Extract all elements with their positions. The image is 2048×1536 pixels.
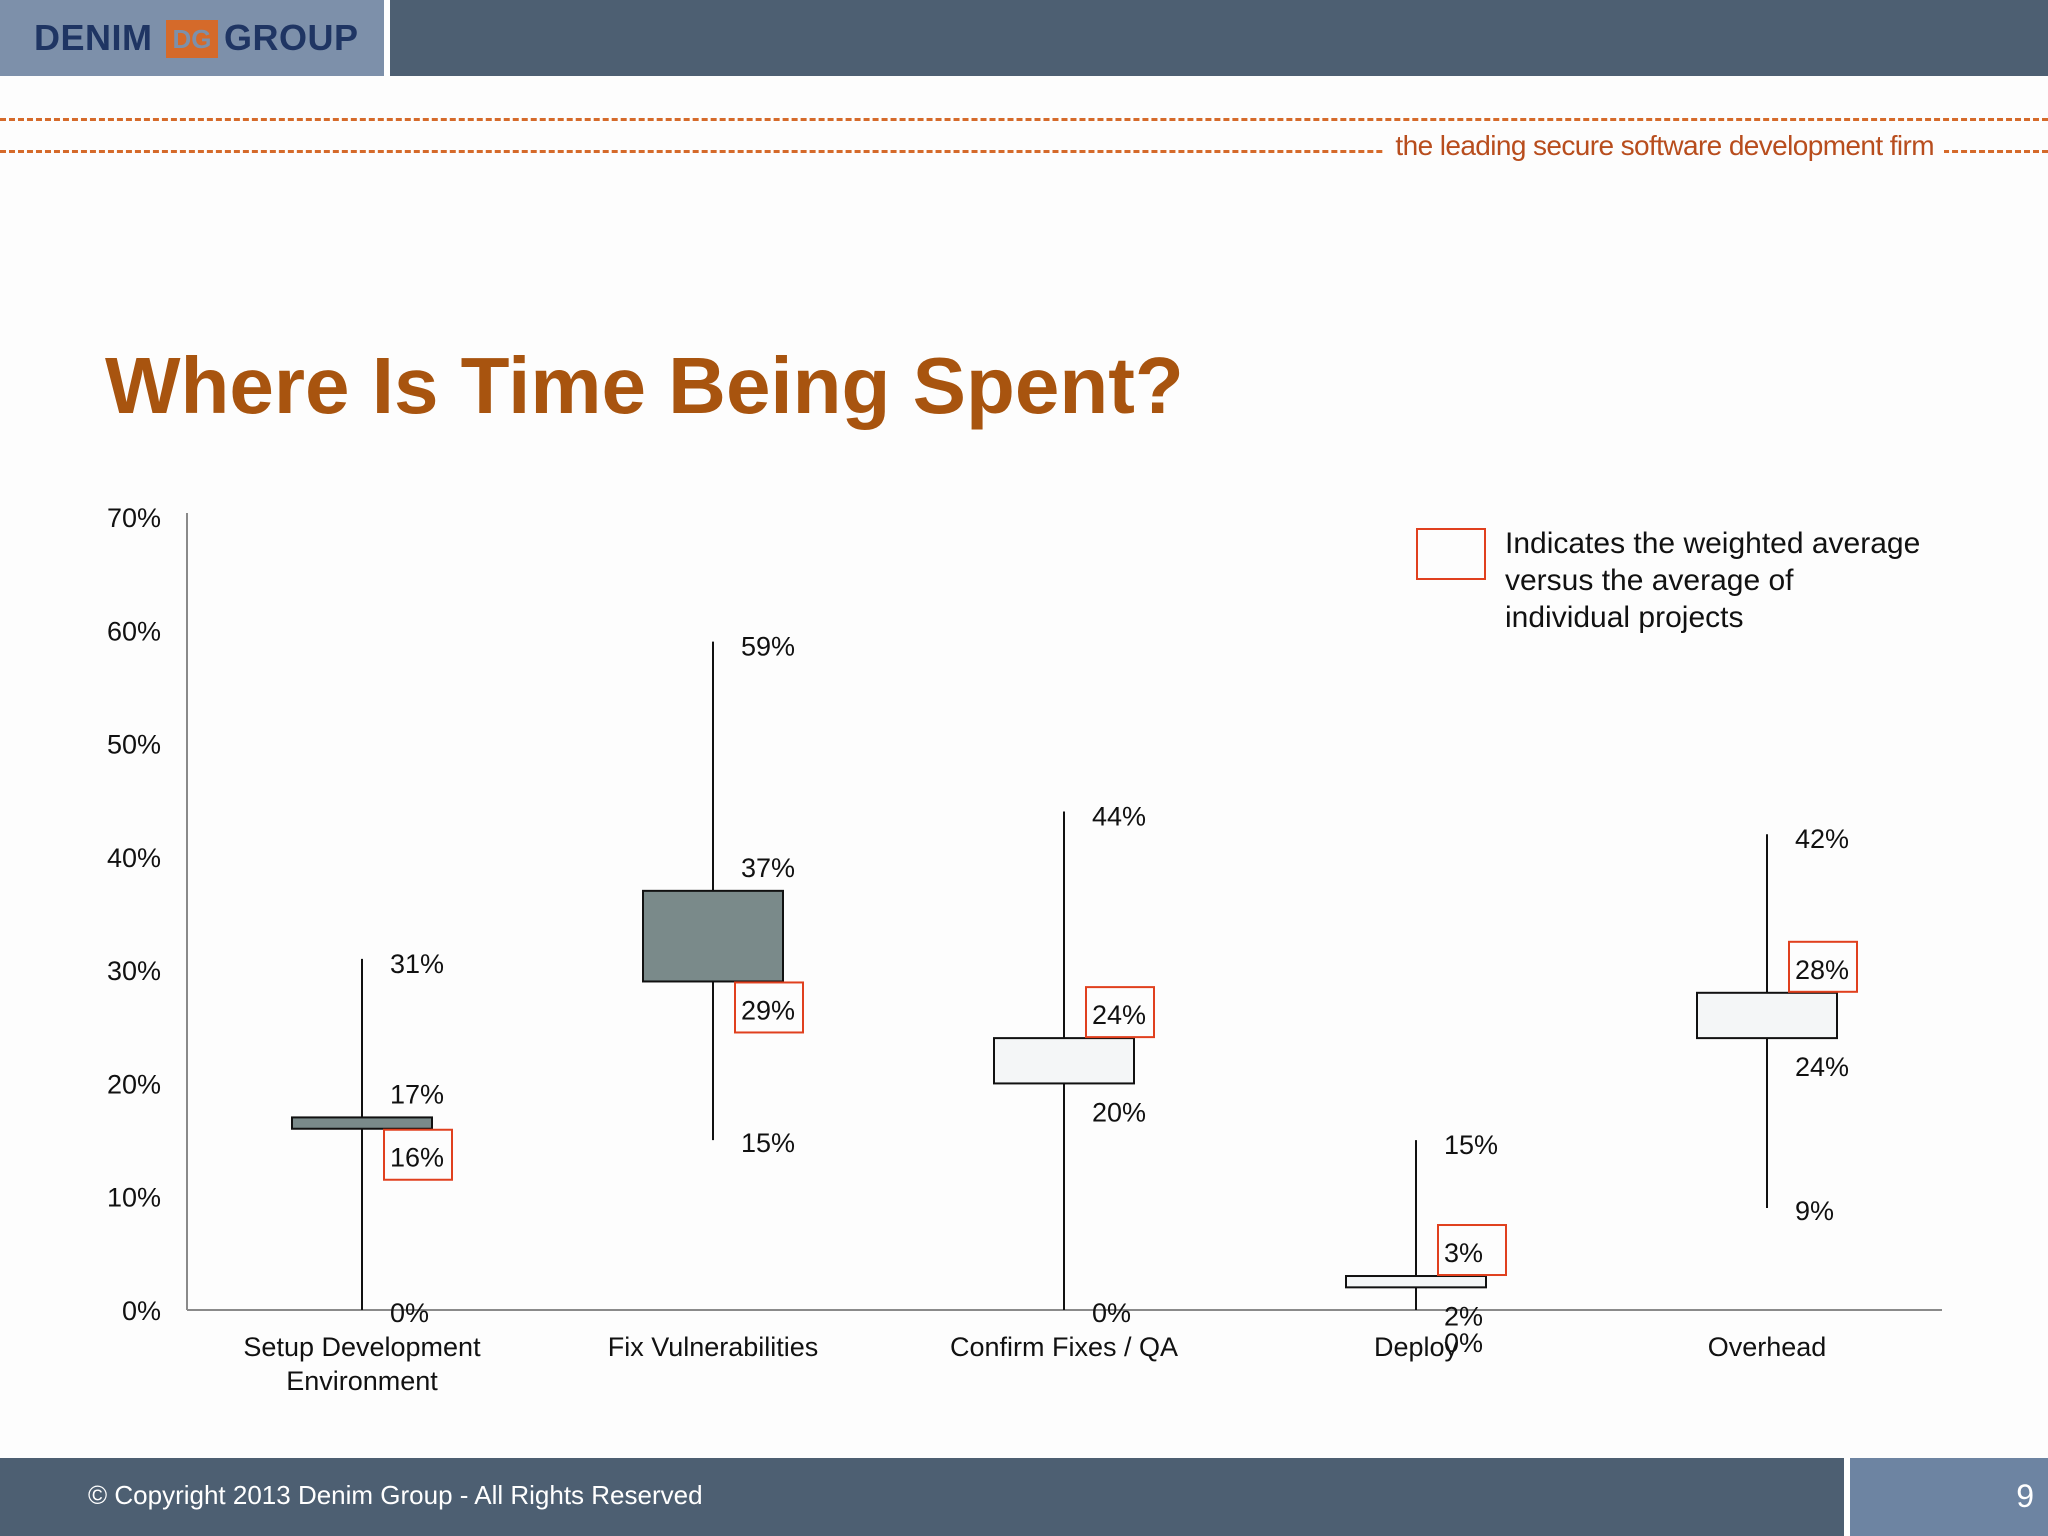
data-label-box-bottom: 20%	[1092, 1097, 1146, 1127]
data-label-max: 44%	[1092, 802, 1146, 832]
legend-text: individual projects	[1505, 601, 1743, 634]
data-label-box-bottom: 16%	[390, 1143, 444, 1173]
y-tick-label: 20%	[107, 1069, 161, 1099]
data-label-box-bottom: 2%	[1444, 1301, 1483, 1331]
candlestick-chart: 0% 10% 20% 30% 40% 50% 60% 70% 31% 17% 16% 0% Setup …	[107, 503, 1942, 1396]
data-label-min: 15%	[741, 1128, 795, 1158]
data-label-box-bottom: 29%	[741, 995, 795, 1025]
header-bar: DENIM DG GROUP	[0, 0, 2048, 76]
data-label-box-top: 3%	[1444, 1238, 1483, 1268]
candle-box	[993, 1037, 1135, 1085]
y-tick-label: 30%	[107, 956, 161, 986]
weighted-average-highlight	[1788, 940, 1858, 993]
y-tick-label: 70%	[107, 503, 161, 533]
category-label: Overhead	[1708, 1332, 1827, 1362]
slide-title: Where Is Time Being Spent?	[105, 341, 1184, 430]
category-label: Deploy	[1374, 1332, 1459, 1362]
data-label-min: 0%	[1092, 1298, 1131, 1328]
candle-box	[1345, 1275, 1487, 1289]
weighted-average-highlight	[734, 981, 804, 1034]
data-label-min: 9%	[1795, 1196, 1834, 1226]
legend-text: Indicates the weighted average	[1505, 527, 1920, 560]
category-label: Confirm Fixes / QA	[950, 1332, 1178, 1362]
logo-text-left: DENIM	[34, 17, 153, 58]
candle-box	[642, 889, 784, 983]
page-number: 9	[2016, 1478, 2034, 1514]
category-label: Fix Vulnerabilities	[608, 1332, 819, 1362]
logo-mark-text: DG	[172, 24, 212, 54]
data-label-box-top: 17%	[390, 1079, 444, 1109]
y-tick-label: 40%	[107, 843, 161, 873]
logo-mark-icon: DG	[166, 20, 218, 58]
y-tick-label: 60%	[107, 616, 161, 646]
data-label-min: 0%	[1444, 1328, 1483, 1358]
y-tick-label: 50%	[107, 730, 161, 760]
legend-swatch	[1416, 528, 1486, 580]
category-label: Setup Development	[243, 1332, 481, 1362]
data-label-max: 59%	[741, 632, 795, 662]
dashed-rule-top	[0, 118, 2048, 121]
tagline: the leading secure software development …	[1385, 130, 1944, 162]
y-tick-label: 0%	[122, 1296, 161, 1326]
data-label-max: 15%	[1444, 1130, 1498, 1160]
weighted-average-highlight	[1437, 1224, 1507, 1277]
legend-text: versus the average of	[1505, 564, 1794, 597]
category-label: Environment	[286, 1366, 438, 1396]
data-label-max: 42%	[1795, 824, 1849, 854]
y-tick-label: 10%	[107, 1183, 161, 1213]
logo-text-right: GROUP	[224, 17, 359, 58]
page-number-box: 9	[1844, 1458, 2048, 1536]
footer-bar: © Copyright 2013 Denim Group - All Right…	[0, 1458, 2048, 1536]
candle-box	[1696, 991, 1838, 1040]
data-label-box-top: 37%	[741, 853, 795, 883]
data-label-min: 0%	[390, 1298, 429, 1328]
data-label-box-top: 28%	[1795, 955, 1849, 985]
data-label-box-top: 24%	[1092, 1000, 1146, 1030]
candle-box	[291, 1116, 433, 1130]
logo[interactable]: DENIM DG GROUP	[0, 0, 390, 76]
data-label-max: 31%	[390, 949, 444, 979]
weighted-average-highlight	[1085, 986, 1155, 1039]
weighted-average-highlight	[383, 1128, 453, 1181]
copyright-text: © Copyright 2013 Denim Group - All Right…	[88, 1480, 703, 1510]
dashed-rule-bottom	[0, 150, 2048, 153]
data-label-box-bottom: 24%	[1795, 1052, 1849, 1082]
